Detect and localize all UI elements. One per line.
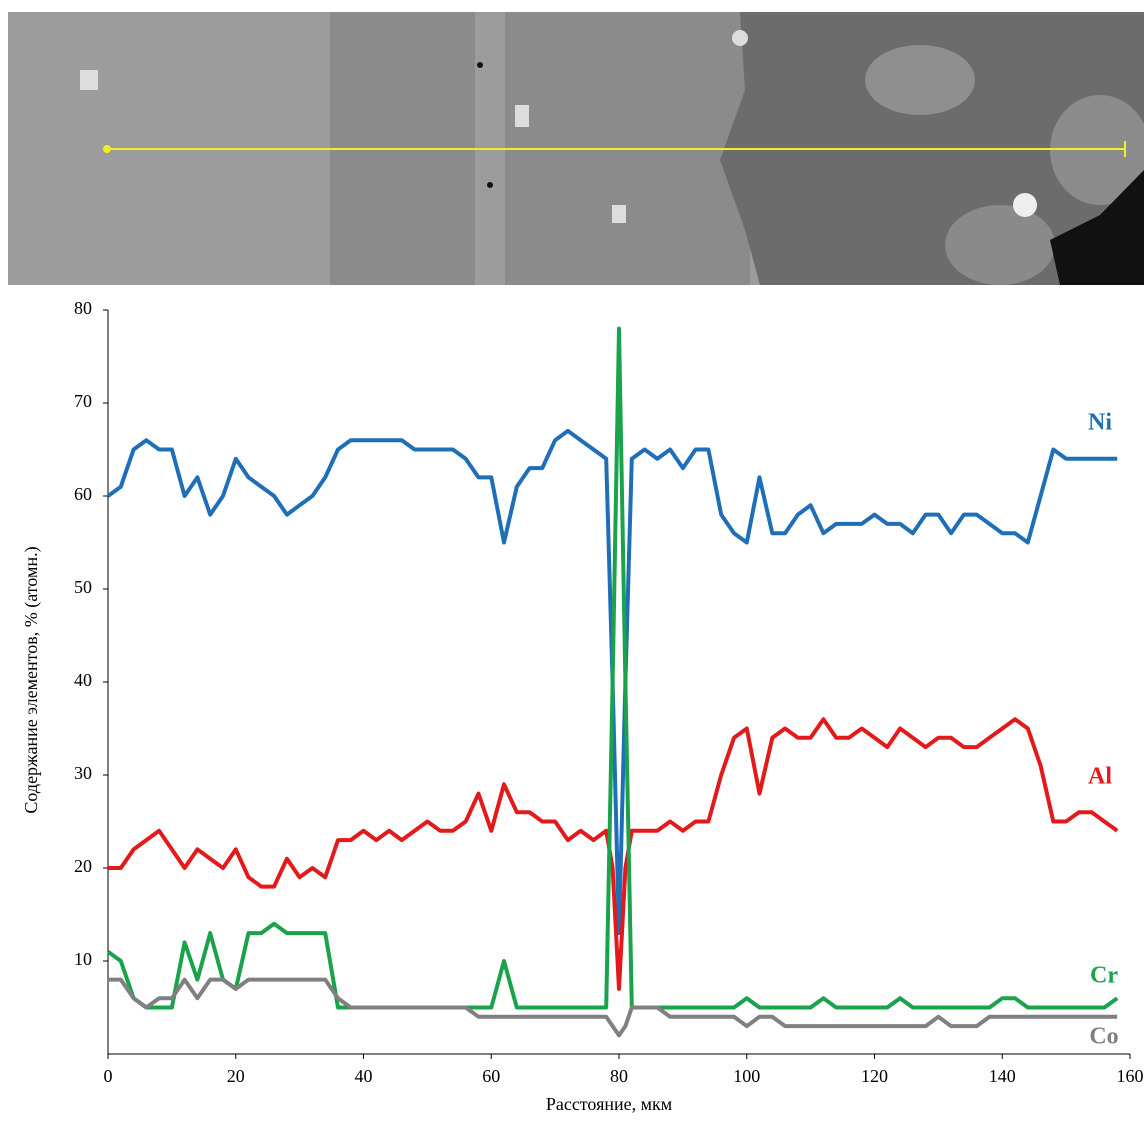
sem-image [8, 12, 1144, 285]
series-label: Al [1088, 764, 1112, 790]
y-tick-label: 30 [74, 763, 92, 783]
y-tick-label: 10 [74, 949, 92, 969]
x-tick-label: 120 [861, 1066, 888, 1086]
y-tick-label: 80 [74, 298, 92, 318]
series-line [106, 326, 1119, 1010]
x-tick-label: 160 [1117, 1066, 1144, 1086]
series-label: Co [1089, 1024, 1118, 1050]
x-tick-label: 20 [227, 1066, 245, 1086]
series-line [106, 428, 1118, 936]
series-line [108, 717, 1119, 991]
y-axis-label: Содержание элементов, % (атомн.) [21, 546, 42, 813]
series-label: Cr [1090, 963, 1118, 989]
x-tick-label: 100 [733, 1066, 760, 1086]
y-tick-label: 40 [74, 670, 92, 690]
y-tick-label: 70 [74, 391, 92, 411]
x-tick-label: 0 [104, 1066, 113, 1086]
y-tick-label: 60 [74, 484, 92, 504]
series-label: Ni [1088, 410, 1112, 436]
y-tick-label: 20 [74, 856, 92, 876]
y-tick-label: 50 [74, 577, 92, 597]
x-tick-label: 40 [355, 1066, 373, 1086]
x-tick-label: 80 [610, 1066, 628, 1086]
x-axis-label: Расстояние, мкм [546, 1094, 672, 1114]
x-tick-label: 140 [989, 1066, 1016, 1086]
x-tick-label: 60 [482, 1066, 500, 1086]
series-line [108, 977, 1118, 1038]
